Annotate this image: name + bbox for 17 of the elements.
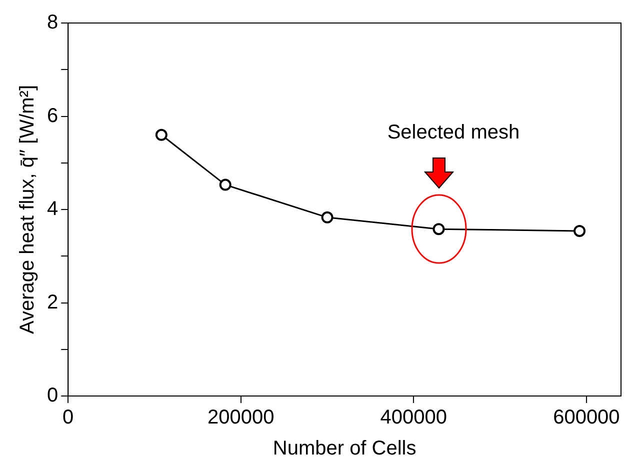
x-tick-label: 600000 <box>553 406 620 429</box>
y-tick-label: 8 <box>47 12 58 34</box>
y-tick-label: 4 <box>47 198 58 220</box>
x-axis-title: Number of Cells <box>272 438 416 460</box>
x-tick-label: 200000 <box>208 406 274 429</box>
x-tick-label: 400000 <box>380 406 448 429</box>
x-tick-label: 0 <box>62 406 74 429</box>
y-tick-label: 2 <box>47 291 58 314</box>
point <box>219 178 232 191</box>
y-tick-label: 0 <box>47 384 58 407</box>
annotation: Selected mesh <box>387 122 520 144</box>
point <box>155 128 168 141</box>
y-axis-title: Average heat flux, q̄″ [W/m²] <box>16 84 39 334</box>
point <box>432 223 445 236</box>
point <box>574 224 586 237</box>
y-tick-label: 6 <box>47 104 58 127</box>
point <box>321 211 334 224</box>
